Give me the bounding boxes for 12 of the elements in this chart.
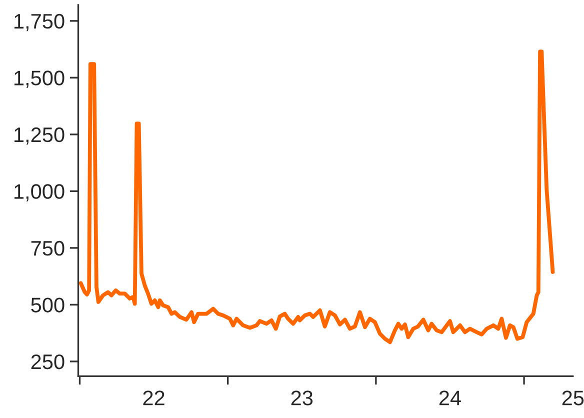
- y-tick-label: 1,000: [14, 184, 64, 202]
- y-tick-label: 1,500: [14, 70, 64, 88]
- y-tick-label: 1,750: [14, 14, 64, 32]
- line-series: [78, 50, 555, 344]
- x-tick-label: 23: [291, 390, 313, 406]
- y-tick-label: 250: [31, 354, 64, 370]
- y-tick-label: 1,250: [14, 127, 64, 145]
- x-tick-label: 24: [439, 390, 461, 406]
- y-tick-label: 500: [31, 298, 64, 312]
- y-tick-label: 750: [31, 240, 64, 256]
- x-tick-label: 25: [562, 390, 584, 406]
- x-tick-label: 22: [143, 390, 164, 406]
